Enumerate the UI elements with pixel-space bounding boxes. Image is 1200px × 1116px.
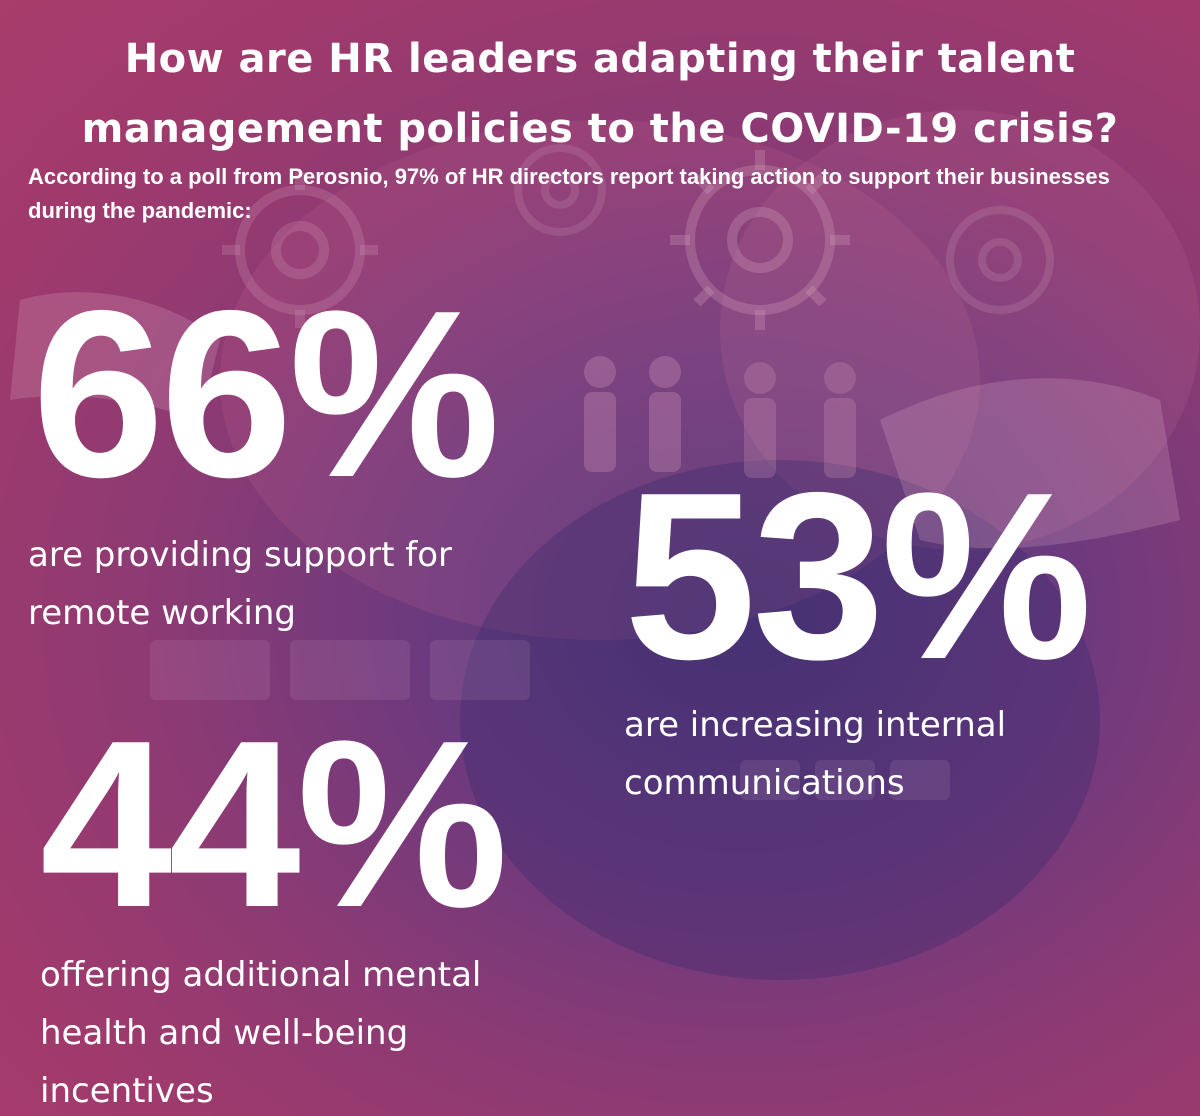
stat-description: are providing support for remote working (28, 526, 608, 642)
stat-description-line: remote working (28, 593, 296, 633)
stat-value: 44% (40, 692, 508, 957)
stat-description-line: incentives (40, 1071, 214, 1111)
stat-value: 53% (624, 444, 1092, 709)
stat-description-line: health and well-being (40, 1013, 409, 1053)
stat-description-line: offering additional mental (40, 955, 482, 995)
dark-glow (460, 460, 1100, 980)
stat-mental-health: 44% offering additional mental health an… (40, 706, 620, 1116)
person-icon (649, 356, 681, 472)
person-icon (584, 356, 616, 472)
stat-description-line: are increasing internal (624, 705, 1007, 745)
gear-icon (670, 150, 850, 330)
subtitle: According to a poll from Perosnio, 97% o… (28, 164, 1110, 223)
title-line: How are HR leaders adapting their talent (124, 36, 1076, 82)
title-line: management policies to the COVID-19 cris… (81, 106, 1119, 152)
gear-icon (222, 172, 378, 328)
stat-description-line: communications (624, 763, 905, 803)
stat-value: 66% (32, 262, 500, 527)
handshake-icon (10, 292, 1180, 549)
stat-description-line: are providing support for (28, 535, 453, 575)
gear-icon (946, 206, 1054, 314)
stat-description: offering additional mental health and we… (40, 946, 620, 1116)
person-icon (824, 362, 856, 478)
light-glow (220, 120, 980, 640)
stat-remote-working: 66% are providing support for remote wor… (28, 276, 608, 642)
light-glow (720, 110, 1200, 550)
stat-description: are increasing internal communications (624, 696, 1194, 812)
stat-internal-communications: 53% are increasing internal communicatio… (624, 458, 1194, 812)
dashboard-panel (150, 640, 950, 800)
person-icon (744, 362, 776, 478)
gear-icon (514, 144, 606, 236)
page-title: How are HR leaders adapting their talent… (0, 24, 1200, 164)
